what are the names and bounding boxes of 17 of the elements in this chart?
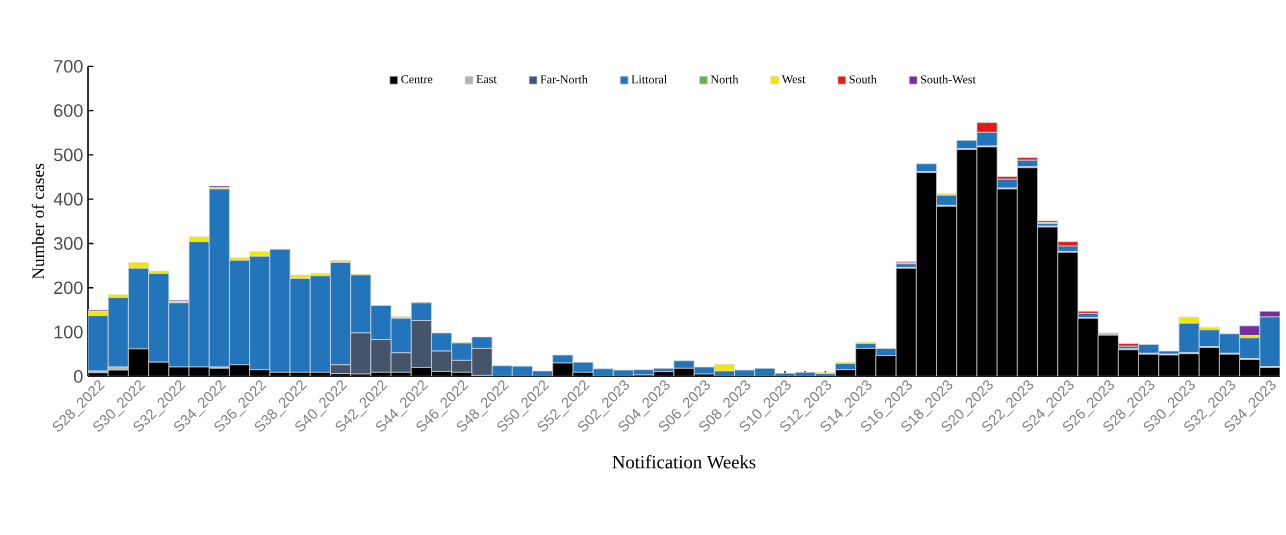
y-tick-label: 100 bbox=[54, 325, 83, 339]
y-tick-label: 400 bbox=[53, 192, 83, 206]
legend-label: Centre bbox=[401, 75, 433, 84]
y-tick-label: 300 bbox=[53, 237, 83, 250]
y-axis-title: Number of cases bbox=[31, 163, 45, 280]
y-tick-label: 600 bbox=[54, 104, 83, 117]
legend-label: West bbox=[781, 75, 806, 84]
y-tick-label: 500 bbox=[53, 148, 83, 162]
legend-label: Far-North bbox=[540, 75, 588, 84]
legend-label: East bbox=[476, 75, 497, 84]
x-axis-title: Notification Weeks bbox=[612, 455, 756, 469]
legend-label: Littoral bbox=[631, 75, 667, 84]
y-tick-label: 200 bbox=[54, 281, 83, 295]
legend-label: South-West bbox=[920, 75, 976, 84]
y-tick-label: 700 bbox=[54, 59, 83, 73]
legend-label: South bbox=[849, 75, 877, 84]
legend-label: North bbox=[710, 75, 739, 84]
